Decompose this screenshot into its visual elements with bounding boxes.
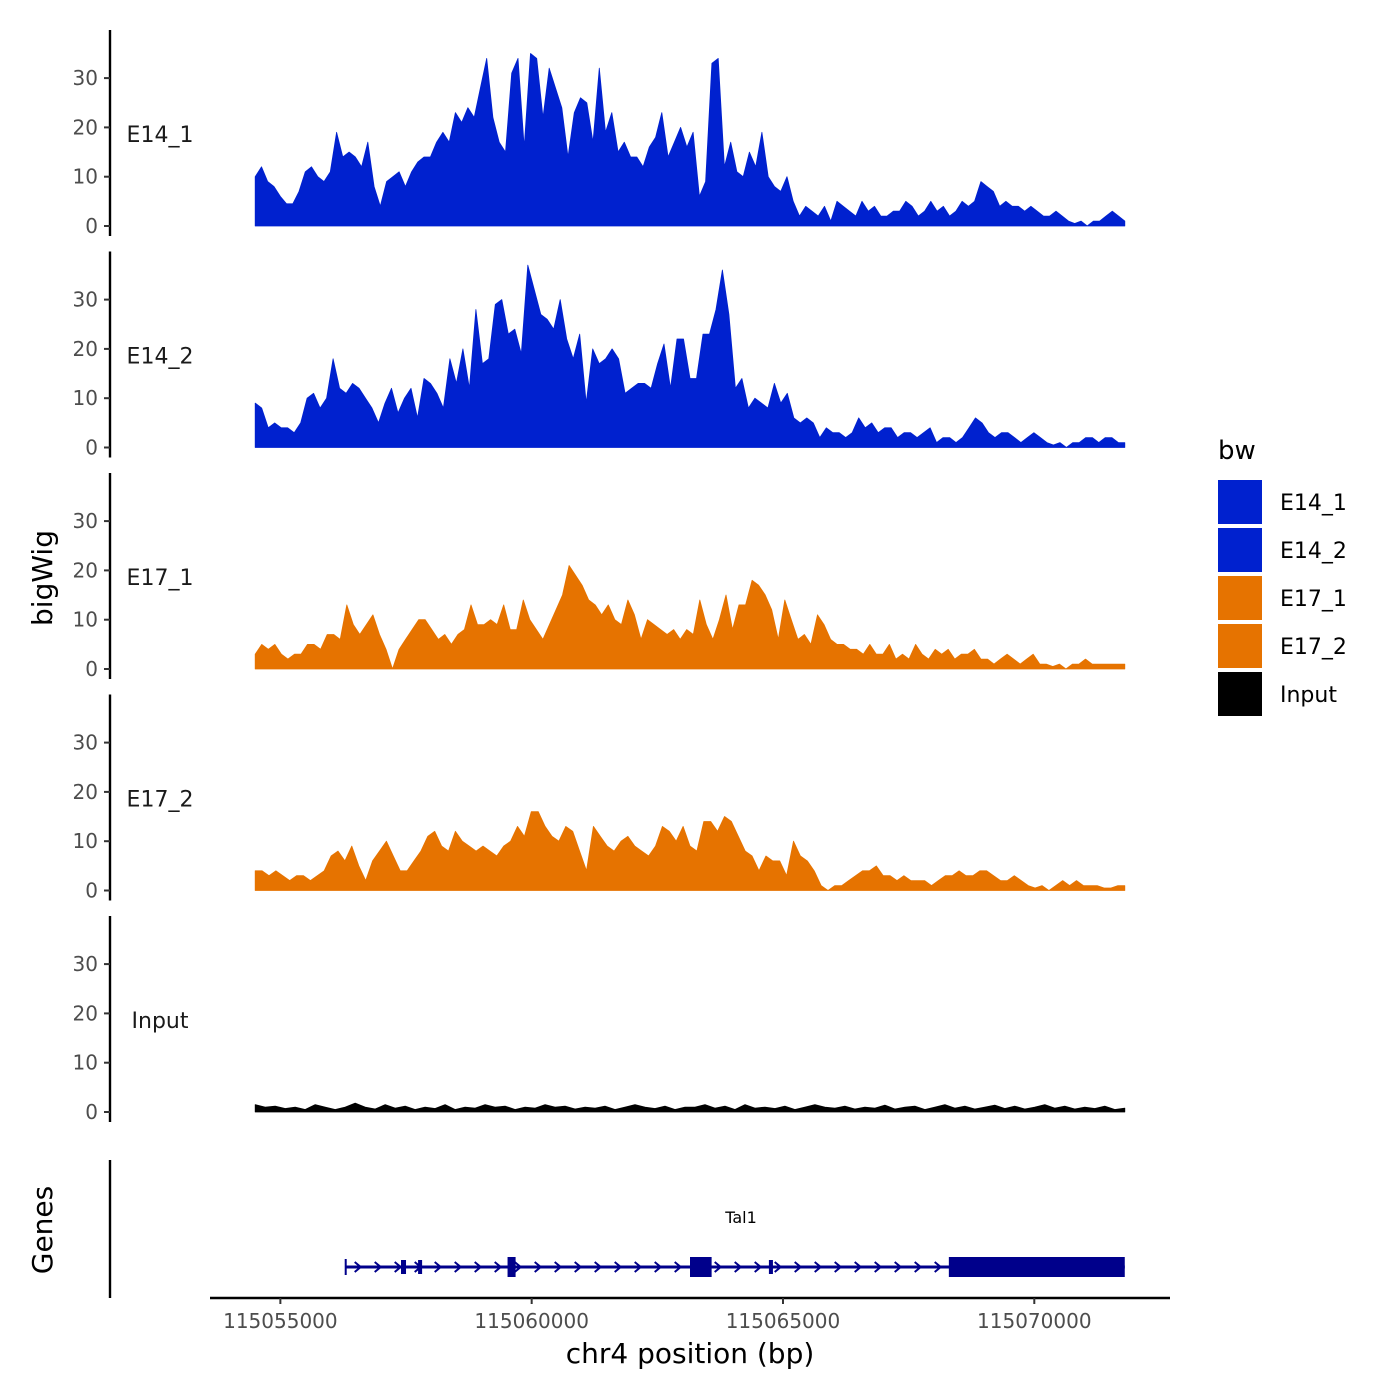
legend-title: bw	[1218, 436, 1256, 466]
y-tick-label: 20	[73, 115, 98, 139]
strand-arrow-icon	[394, 1261, 403, 1273]
y-tick-label: 20	[73, 780, 98, 804]
y-tick-label: 0	[85, 436, 98, 460]
legend-swatch	[1218, 672, 1262, 716]
track-e17-2: 0 10 20 30 E17_2	[73, 694, 1126, 903]
x-axis: chr4 position (bp) 115055000 115060000 115…	[210, 1296, 1170, 1370]
gene-exon	[507, 1257, 516, 1277]
legend-swatch	[1218, 624, 1262, 668]
track-label: E17_1	[127, 566, 194, 591]
y-tick-label: 30	[73, 288, 98, 312]
track-e14-2: 0 10 20 30 E14_2	[73, 251, 1126, 460]
strand-arrow-icon	[534, 1261, 543, 1273]
signal-area	[254, 53, 1126, 227]
y-tick-label: 10	[73, 829, 98, 853]
strand-arrow-icon	[434, 1261, 443, 1273]
gene-exon	[418, 1260, 423, 1274]
y-tick-label: 30	[73, 731, 98, 755]
strand-arrow-icon	[734, 1261, 743, 1273]
strand-arrow-icon	[894, 1261, 903, 1273]
y-tick-label: 0	[85, 657, 98, 681]
legend-swatch	[1218, 576, 1262, 620]
signal-area	[254, 811, 1126, 891]
legend-label: E14_2	[1280, 539, 1347, 564]
signal-tracks: 0 10 20 30 E14_1 0 10 20 30 E14_2 0 10 20 30 E17_1 0 10 2…	[73, 30, 1126, 1124]
x-axis-title: chr4 position (bp)	[566, 1337, 815, 1370]
y-tick-label: 10	[73, 165, 98, 189]
strand-arrow-icon	[714, 1261, 723, 1273]
track-input: 0 10 20 30 Input	[73, 916, 1126, 1124]
strand-arrow-icon	[854, 1261, 863, 1273]
legend-swatch	[1218, 528, 1262, 572]
strand-arrow-icon	[634, 1261, 643, 1273]
y-axis-title: bigWig	[26, 530, 59, 626]
y-tick-label: 0	[85, 214, 98, 238]
strand-arrow-icon	[814, 1261, 823, 1273]
gene-track-title: Genes	[26, 1186, 59, 1274]
y-tick-label: 10	[73, 1051, 98, 1075]
legend-label: Input	[1280, 683, 1337, 708]
signal-area	[254, 264, 1126, 448]
gene-exon	[768, 1260, 773, 1274]
gene-name-label: Tal1	[724, 1208, 757, 1227]
x-tick-label: 115065000	[726, 1309, 841, 1333]
track-label: E17_2	[127, 788, 194, 813]
y-tick-label: 20	[73, 1001, 98, 1025]
strand-arrow-icon	[554, 1261, 563, 1273]
strand-arrow-icon	[794, 1261, 803, 1273]
signal-area	[254, 1102, 1126, 1113]
strand-arrow-icon	[774, 1261, 783, 1273]
y-tick-label: 0	[85, 879, 98, 903]
x-tick-label: 115070000	[977, 1309, 1092, 1333]
legend-label: E17_1	[1280, 587, 1347, 612]
y-tick-label: 30	[73, 952, 98, 976]
strand-arrow-icon	[514, 1261, 523, 1273]
legend-swatch	[1218, 480, 1262, 524]
signal-area	[254, 565, 1126, 670]
strand-arrow-icon	[654, 1261, 663, 1273]
strand-arrow-icon	[834, 1261, 843, 1273]
y-tick-label: 30	[73, 509, 98, 533]
y-tick-label: 10	[73, 608, 98, 632]
strand-arrow-icon	[574, 1261, 583, 1273]
gene-exon	[690, 1257, 712, 1277]
strand-arrow-icon	[674, 1261, 683, 1273]
legend-label: E17_2	[1280, 635, 1347, 660]
strand-arrow-icon	[934, 1261, 943, 1273]
legend: bw E14_1 E14_2 E17_1 E17_2 Input	[1218, 436, 1347, 716]
track-e14-1: 0 10 20 30 E14_1	[73, 30, 1126, 238]
y-tick-label: 20	[73, 558, 98, 582]
gene-track: Genes Tal1	[26, 1160, 1125, 1298]
gene-exon	[400, 1260, 407, 1274]
x-tick-label: 115055000	[223, 1309, 338, 1333]
track-e17-1: 0 10 20 30 E17_1	[73, 473, 1126, 681]
strand-arrow-icon	[594, 1261, 603, 1273]
strand-arrow-icon	[914, 1261, 923, 1273]
y-tick-label: 30	[73, 66, 98, 90]
track-label: E14_1	[127, 123, 194, 148]
strand-arrow-icon	[354, 1261, 363, 1273]
track-label: E14_2	[127, 345, 194, 370]
legend-label: E14_1	[1280, 491, 1347, 516]
x-tick-label: 115060000	[474, 1309, 589, 1333]
y-tick-label: 20	[73, 337, 98, 361]
strand-arrow-icon	[374, 1261, 383, 1273]
strand-arrow-icon	[754, 1261, 763, 1273]
gene-exon	[948, 1257, 1125, 1277]
track-label: Input	[132, 1009, 189, 1034]
strand-arrow-icon	[614, 1261, 623, 1273]
y-tick-label: 10	[73, 386, 98, 410]
strand-arrow-icon	[494, 1261, 503, 1273]
y-tick-label: 0	[85, 1100, 98, 1124]
strand-arrow-icon	[474, 1261, 483, 1273]
strand-arrow-icon	[454, 1261, 463, 1273]
strand-arrow-icon	[874, 1261, 883, 1273]
